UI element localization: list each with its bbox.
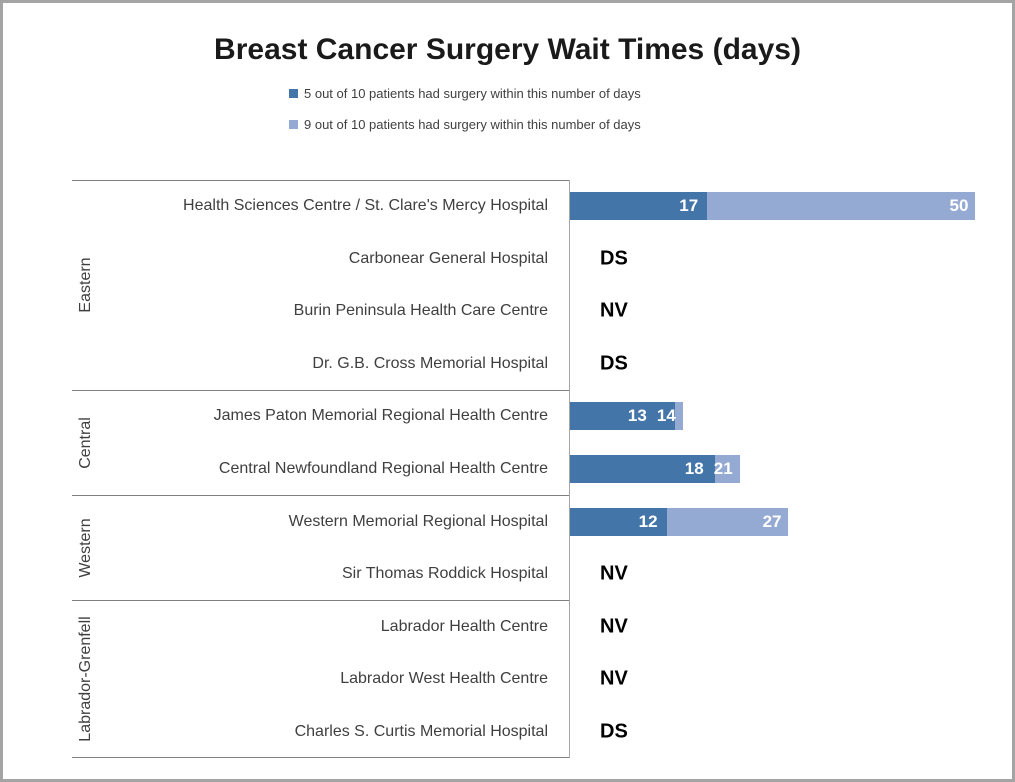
bar-value-5of10: 12 — [638, 511, 658, 531]
legend-item-5of10: 5 out of 10 patients had surgery within … — [289, 84, 641, 102]
group-separator — [72, 180, 569, 181]
status-label-nv: NV — [600, 615, 628, 638]
bar-value-9of10: 50 — [949, 196, 969, 216]
legend-label-9of10: 9 out of 10 patients had surgery within … — [304, 116, 641, 132]
hospital-label: Labrador West Health Centre — [340, 670, 548, 688]
chart-title: Breast Cancer Surgery Wait Times (days) — [214, 33, 801, 66]
status-label-nv: NV — [600, 667, 628, 690]
bar-value-5of10: 18 — [684, 459, 704, 478]
legend-item-9of10: 9 out of 10 patients had surgery within … — [289, 115, 641, 133]
bar-9of10 — [707, 192, 976, 221]
hospital-label: Dr. G.B. Cross Memorial Hospital — [312, 354, 548, 372]
region-label-eastern: Eastern — [77, 257, 94, 313]
region-label-western: Western — [77, 518, 94, 578]
bar-9of10 — [674, 402, 683, 431]
legend-label-5of10: 5 out of 10 patients had surgery within … — [304, 85, 641, 101]
legend-swatch-5of10 — [289, 88, 298, 98]
status-label-nv: NV — [600, 299, 628, 322]
hospital-label: Western Memorial Regional Hospital — [288, 512, 548, 530]
group-separator — [72, 495, 569, 497]
plot-area: Eastern Health Sciences Centre / St. Clar… — [0, 180, 1015, 758]
category-axis-line — [569, 180, 570, 758]
bar-9of10 — [666, 507, 789, 536]
bar-9of10 — [715, 455, 740, 483]
bar-value-9of10: 27 — [762, 511, 782, 531]
bar-5of10 — [569, 507, 667, 536]
bar-5of10 — [569, 455, 716, 483]
hospital-label: Carbonear General Hospital — [348, 249, 548, 267]
axis-bottom-line — [72, 757, 569, 758]
status-label-ds: DS — [600, 247, 628, 270]
status-label-nv: NV — [600, 562, 628, 585]
bar-5of10 — [569, 192, 708, 221]
bar-5of10 — [569, 402, 675, 431]
hospital-label: Burin Peninsula Health Care Centre — [293, 302, 548, 320]
bar-value-5of10: 13 — [627, 406, 647, 426]
hospital-label: Health Sciences Centre / St. Clare's Mer… — [183, 197, 548, 215]
bar-value-9of10: 14 — [656, 406, 676, 426]
hospital-label: Sir Thomas Roddick Hospital — [341, 565, 548, 583]
bar-value-5of10: 17 — [679, 196, 699, 216]
hospital-label: Central Newfoundland Regional Health Cen… — [218, 460, 548, 477]
status-label-ds: DS — [600, 352, 628, 375]
hospital-label: James Paton Memorial Regional Health Cen… — [213, 407, 548, 425]
region-label-central: Central — [77, 416, 94, 469]
group-separator — [72, 600, 569, 602]
region-label-labrador-grenfell: Labrador-Grenfell — [77, 616, 94, 742]
hospital-label: Charles S. Curtis Memorial Hospital — [294, 722, 548, 740]
group-separator — [72, 390, 569, 392]
status-label-ds: DS — [600, 720, 628, 743]
bar-value-9of10: 21 — [713, 459, 733, 478]
hospital-label: Labrador Health Centre — [380, 617, 548, 635]
legend: 5 out of 10 patients had surgery within … — [289, 84, 641, 146]
legend-swatch-9of10 — [289, 119, 298, 129]
